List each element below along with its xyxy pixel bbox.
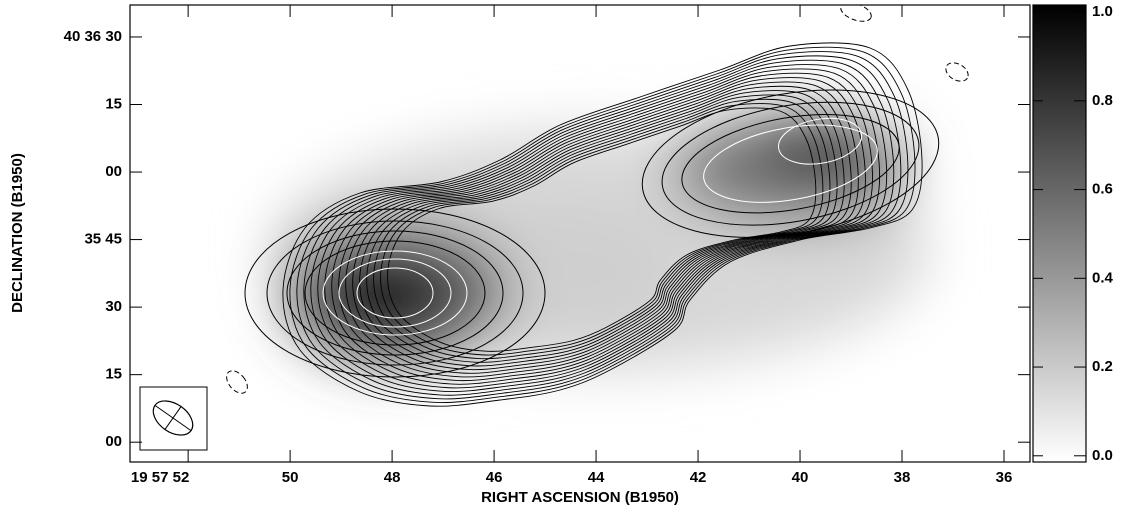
- x-tick-label: 19 57 52: [131, 469, 189, 486]
- x-tick-label: 38: [894, 469, 911, 486]
- negative-contour: [223, 367, 252, 397]
- colorbar-tick-label: 0.6: [1092, 181, 1113, 198]
- y-tick-label: 00: [105, 433, 122, 450]
- y-tick-label: 15: [105, 95, 122, 112]
- colorbar: [1033, 5, 1086, 462]
- y-axis-label: DECLINATION (B1950): [9, 153, 26, 313]
- negative-contour: [838, 0, 874, 25]
- x-tick-label: 42: [690, 469, 707, 486]
- colorbar-tick-label: 0.8: [1092, 92, 1113, 109]
- x-tick-label: 46: [486, 469, 503, 486]
- negative-contour: [943, 59, 972, 85]
- colorbar-tick-label: 1.0: [1092, 3, 1113, 20]
- x-tick-label: 40: [792, 469, 809, 486]
- x-axis-label: RIGHT ASCENSION (B1950): [481, 489, 679, 506]
- x-tick-label: 50: [282, 469, 299, 486]
- colorbar-tick-label: 0.4: [1092, 269, 1114, 286]
- x-tick-label: 36: [996, 469, 1013, 486]
- y-tick-label: 40 36 30: [64, 28, 122, 45]
- colorbar-tick-label: 0.2: [1092, 358, 1113, 375]
- y-tick-label: 30: [105, 298, 122, 315]
- chart: RIGHT ASCENSION (B1950) DECLINATION (B19…: [0, 0, 1129, 513]
- x-tick-label: 44: [588, 469, 605, 486]
- y-tick-label: 35 45: [84, 231, 122, 248]
- x-tick-label: 48: [384, 469, 401, 486]
- y-tick-label: 00: [105, 163, 122, 180]
- y-tick-label: 15: [105, 366, 122, 383]
- colorbar-tick-label: 0.0: [1092, 447, 1113, 464]
- contour-map: [223, 0, 972, 406]
